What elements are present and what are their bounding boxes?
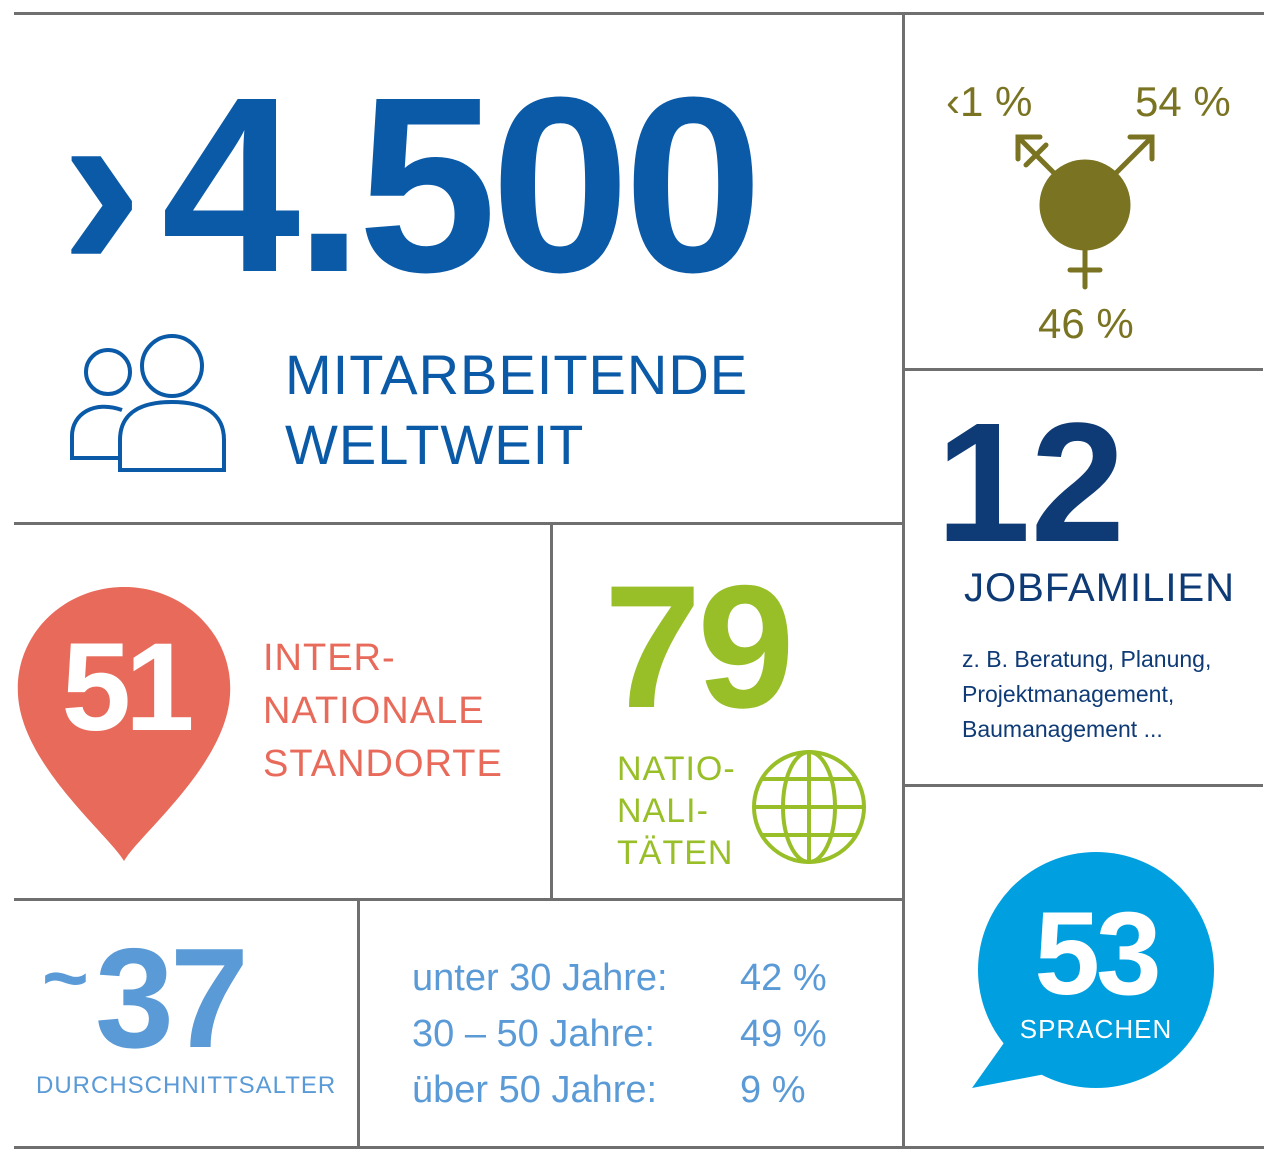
locations-label-line2: NATIONALE	[263, 690, 485, 732]
divider-right-1	[905, 368, 1263, 371]
age-distribution-row: über 50 Jahre: 9 %	[412, 1062, 827, 1118]
gender-male-percent: 54 %	[1135, 78, 1231, 125]
locations-label-line3: STANDORTE	[263, 743, 503, 785]
age-group-value: 42 %	[740, 957, 827, 999]
divider-horizontal-mid	[14, 522, 902, 525]
age-group-value: 9 %	[740, 1069, 806, 1111]
speech-bubble-icon	[972, 852, 1214, 1088]
locations-label: INTER- NATIONALE STANDORTE	[263, 632, 503, 791]
divider-vertical-mid	[550, 525, 553, 898]
chevron-icon: ›	[60, 45, 143, 324]
employee-label: MITARBEITENDE WELTWEIT	[285, 340, 748, 480]
nationalities-label-line3: TÄTEN	[617, 834, 734, 872]
divider-bottom	[14, 1146, 1264, 1149]
employee-count: ›4.500	[60, 45, 763, 324]
average-age-label: DURCHSCHNITTSALTER	[36, 1072, 337, 1099]
locations-count: 51	[61, 618, 194, 757]
job-families-label: JOBFAMILIEN	[964, 566, 1236, 610]
divider-vertical-low	[357, 901, 360, 1146]
employee-count-value: 4.500	[161, 45, 763, 324]
globe-icon	[752, 750, 866, 864]
divider-right-2	[905, 784, 1263, 787]
age-group-value: 49 %	[740, 1013, 827, 1055]
age-distribution: unter 30 Jahre: 42 % 30 – 50 Jahre: 49 %…	[412, 950, 827, 1118]
languages-label: SPRACHEN	[1019, 1014, 1173, 1044]
nationalities-count: 79	[604, 550, 795, 745]
people-icon	[70, 334, 226, 472]
employee-label-line1: MITARBEITENDE	[285, 343, 749, 406]
average-age-value: 37	[95, 919, 249, 1078]
locations-label-line1: INTER-	[263, 637, 396, 679]
nationalities-label: NATIO- NALI- TÄTEN	[617, 748, 736, 874]
age-distribution-row: 30 – 50 Jahre: 49 %	[412, 1006, 827, 1062]
gender-female-percent: 46 %	[1038, 300, 1134, 347]
job-families-description: z. B. Beratung, Planung, Projektmanageme…	[962, 646, 1212, 742]
languages-count: 53	[1034, 888, 1161, 1020]
divider-top	[14, 12, 1264, 15]
nationalities-label-line1: NATIO-	[617, 750, 736, 788]
gender-symbol-icon	[1015, 134, 1155, 290]
divider-horizontal-low	[14, 898, 902, 901]
average-age-prefix: ~	[42, 933, 89, 1022]
divider-vertical-right	[902, 15, 905, 1146]
age-group-label: unter 30 Jahre:	[412, 957, 668, 999]
age-group-label: 30 – 50 Jahre:	[412, 1013, 655, 1055]
job-families-count: 12	[936, 388, 1126, 578]
map-pin-icon	[17, 587, 231, 861]
age-distribution-row: unter 30 Jahre: 42 %	[412, 950, 827, 1006]
employee-label-line2: WELTWEIT	[285, 413, 585, 476]
age-group-label: über 50 Jahre:	[412, 1069, 658, 1111]
gender-diverse-percent: ‹1 %	[946, 78, 1033, 125]
nationalities-label-line2: NALI-	[617, 792, 709, 830]
